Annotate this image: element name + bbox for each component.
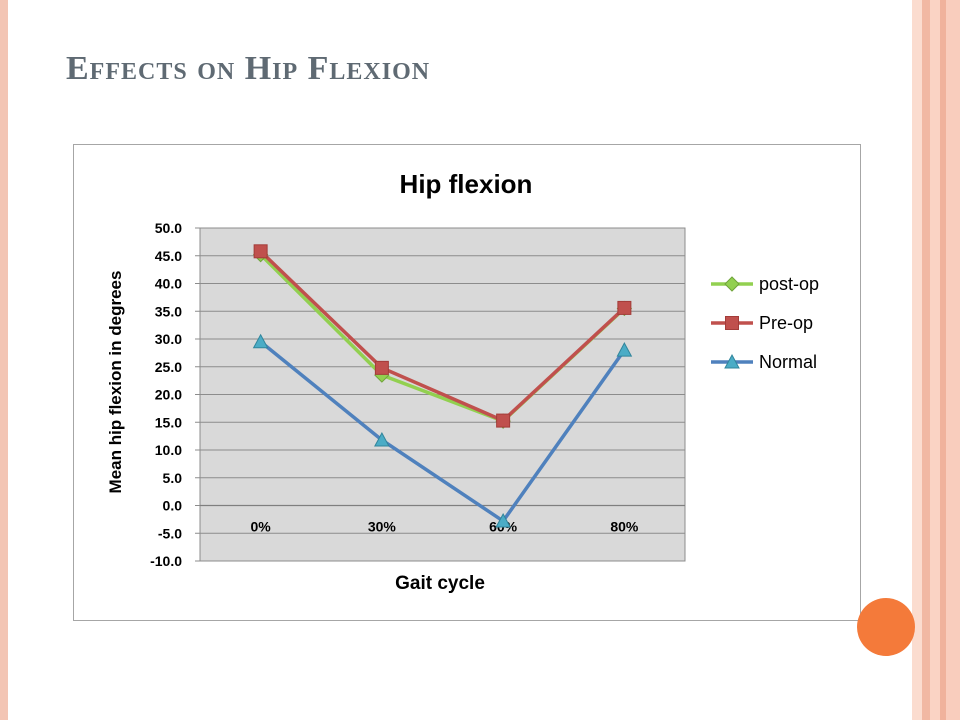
chart-frame: Hip flexion Mean hip flexion in degrees … bbox=[73, 144, 861, 621]
left-border-strip bbox=[0, 0, 8, 720]
y-tick-label: 0.0 bbox=[163, 498, 183, 514]
legend-label-pre-op: Pre-op bbox=[759, 313, 813, 333]
data-point-normal bbox=[252, 333, 269, 349]
data-point-pre-op bbox=[374, 360, 389, 375]
data-point-normal bbox=[616, 342, 633, 357]
legend-label-normal: Normal bbox=[759, 352, 817, 372]
y-tick-label: 50.0 bbox=[155, 220, 182, 236]
y-tick-label: -5.0 bbox=[158, 525, 182, 541]
x-tick-label: 30% bbox=[368, 519, 397, 535]
legend-marker-normal bbox=[724, 353, 740, 369]
legend-label-post-op: post-op bbox=[759, 274, 819, 294]
right-decorative-stripes bbox=[912, 0, 960, 720]
y-axis-label: Mean hip flexion in degrees bbox=[106, 271, 125, 494]
x-tick-label: 0% bbox=[251, 519, 272, 535]
data-point-pre-op bbox=[617, 300, 632, 315]
y-tick-label: 5.0 bbox=[163, 470, 183, 486]
slide-title: Effects on Hip Flexion bbox=[66, 50, 431, 87]
y-tick-label: 30.0 bbox=[155, 331, 182, 347]
hip-flexion-chart: Hip flexion Mean hip flexion in degrees … bbox=[106, 169, 819, 594]
orange-accent-dot bbox=[857, 598, 915, 656]
data-point-pre-op bbox=[253, 244, 268, 259]
y-tick-label: 20.0 bbox=[155, 387, 182, 403]
x-axis-label: Gait cycle bbox=[395, 573, 485, 594]
y-tick-label: 25.0 bbox=[155, 359, 182, 375]
series-line-pre-op bbox=[259, 250, 626, 423]
series-line-normal bbox=[259, 340, 626, 523]
y-tick-label: -10.0 bbox=[150, 553, 182, 569]
x-tick-label: 80% bbox=[610, 519, 639, 535]
y-tick-label: 35.0 bbox=[155, 303, 182, 319]
y-tick-label: 40.0 bbox=[155, 276, 182, 292]
legend-marker-post-op bbox=[724, 276, 740, 292]
data-point-normal bbox=[374, 431, 390, 447]
y-tick-label: 45.0 bbox=[155, 248, 182, 264]
legend-marker-pre-op bbox=[725, 316, 739, 330]
data-point-normal bbox=[495, 512, 511, 528]
chart-title: Hip flexion bbox=[400, 169, 533, 199]
data-point-pre-op bbox=[496, 413, 511, 428]
y-tick-label: 10.0 bbox=[155, 442, 182, 458]
y-tick-label: 15.0 bbox=[155, 414, 182, 430]
